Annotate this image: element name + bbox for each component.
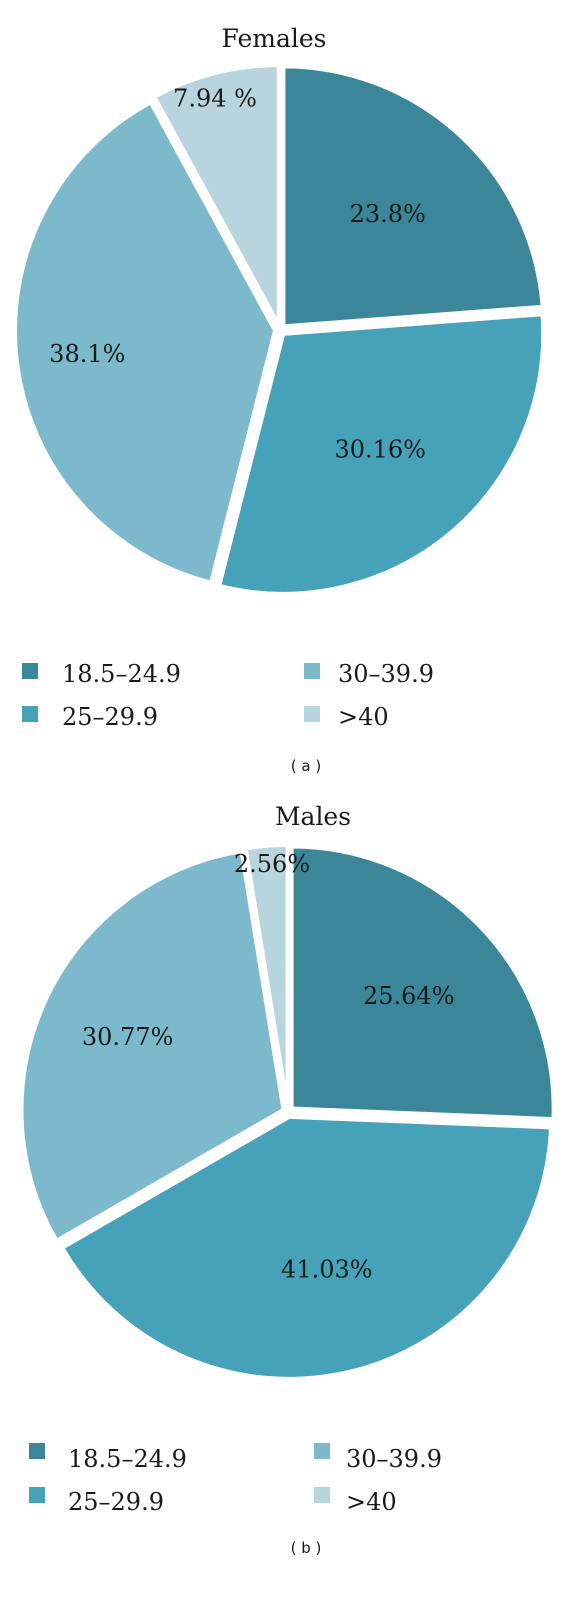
legend-label-25-29-9: 25–29.9 <box>68 1488 164 1516</box>
pie-slice-18-5-24-9 <box>289 844 556 1122</box>
slice-label-30-39-9: 30.77% <box>82 1023 174 1051</box>
pie-slice-18-5-24-9 <box>281 64 545 329</box>
slice-label-25-29-9: 30.16% <box>334 435 426 463</box>
slice-label-30-39-9: 38.1% <box>49 340 125 368</box>
legend-label-40: >40 <box>346 1488 397 1516</box>
pie-slices <box>19 843 556 1381</box>
legend: 18.5–24.9 25–29.9 30–39.9 >40 <box>29 1443 442 1516</box>
pie-labels: 23.8% 30.16% 38.1% 7.94 % <box>49 84 426 463</box>
legend-swatch-18-5-24-9 <box>22 663 38 679</box>
pie-labels: 25.64% 41.03% 30.77% 2.56% <box>82 850 455 1283</box>
legend-label-30-39-9: 30–39.9 <box>338 660 434 688</box>
slice-label-18-5-24-9: 25.64% <box>363 982 455 1010</box>
pie-slice-30-39-9 <box>19 849 286 1243</box>
legend-label-40: >40 <box>338 703 389 731</box>
legend-swatch-18-5-24-9 <box>29 1443 45 1459</box>
pie-slice-30-39-9 <box>13 100 278 585</box>
panel-caption: ( a ) <box>291 757 321 775</box>
legend-swatch-40 <box>314 1487 330 1503</box>
legend-swatch-40 <box>304 706 320 722</box>
slice-label-18-5-24-9: 23.8% <box>350 200 426 228</box>
legend-label-18-5-24-9: 18.5–24.9 <box>62 660 181 688</box>
legend-label-30-39-9: 30–39.9 <box>346 1445 442 1473</box>
pie-chart-females: Females 23.8% 30.16% 38.1% 7.94 % 18.5–24.9… <box>13 24 546 775</box>
slice-label-40: 7.94 % <box>173 84 257 112</box>
pie-slice-40 <box>243 843 290 1110</box>
legend-swatch-30-39-9 <box>304 663 320 679</box>
legend-swatch-30-39-9 <box>314 1443 330 1459</box>
legend-label-25-29-9: 25–29.9 <box>62 703 158 731</box>
chart-title: Males <box>275 802 351 831</box>
pie-slice-40 <box>152 63 281 328</box>
chart-title: Females <box>221 24 326 53</box>
slice-label-40: 2.56% <box>234 850 310 878</box>
legend-label-18-5-24-9: 18.5–24.9 <box>68 1445 187 1473</box>
pie-slices <box>13 63 546 596</box>
panel-caption: ( b ) <box>291 1539 322 1557</box>
legend-swatch-25-29-9 <box>29 1487 45 1503</box>
pie-slice-25-29-9 <box>60 1114 553 1381</box>
slice-label-25-29-9: 41.03% <box>281 1255 373 1283</box>
pie-chart-males: Males 25.64% 41.03% 30.77% 2.56% 18.5–24.9 … <box>19 802 556 1557</box>
pie-slice-25-29-9 <box>217 312 546 596</box>
legend: 18.5–24.9 25–29.9 30–39.9 >40 <box>22 660 434 731</box>
legend-swatch-25-29-9 <box>22 706 38 722</box>
